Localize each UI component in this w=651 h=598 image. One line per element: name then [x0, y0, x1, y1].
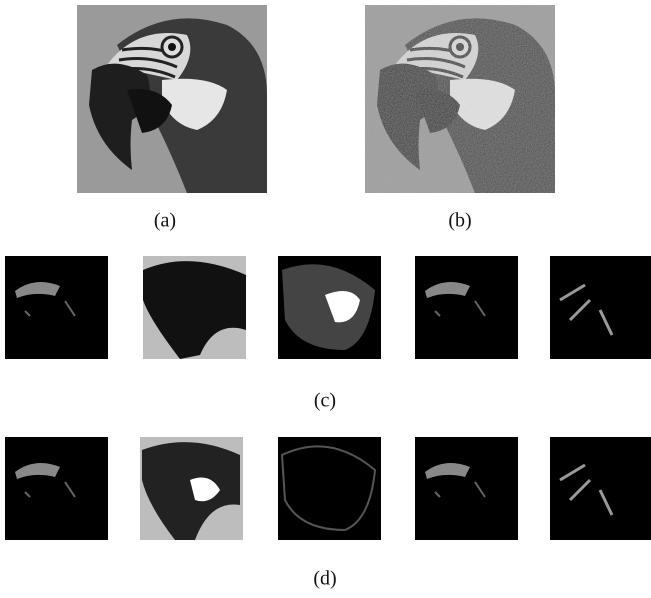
figure: (a) (b) (c) (d)	[0, 0, 651, 598]
page: (a) (b) (c) (d) (() => { const data = JS…	[0, 0, 651, 598]
segment-row-c	[5, 256, 651, 359]
caption: (c)	[314, 390, 336, 412]
segment-row-d	[5, 437, 651, 540]
original-image	[77, 5, 267, 193]
caption: (a)	[154, 210, 176, 232]
caption: (d)	[313, 568, 336, 590]
caption: (b)	[448, 210, 471, 232]
noisy-image	[365, 5, 555, 193]
